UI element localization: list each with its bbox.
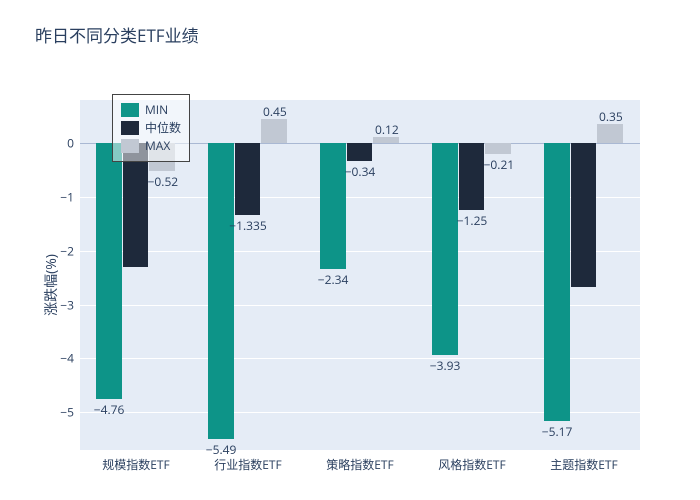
- xtick-label: 行业指数ETF: [214, 456, 281, 473]
- legend-swatch: [121, 103, 139, 117]
- ytick-label: −5: [60, 404, 74, 421]
- ytick-label: −3: [60, 296, 74, 313]
- ytick-label: −4: [60, 350, 74, 367]
- bar-value-label: −5.49: [206, 441, 237, 458]
- bar: [235, 143, 261, 215]
- chart-legend: MIN中位数MAX: [112, 94, 190, 162]
- bar: [459, 143, 485, 210]
- bar-value-label: −0.21: [484, 156, 515, 173]
- legend-swatch: [121, 139, 139, 153]
- legend-label: MAX: [145, 137, 170, 155]
- bar-value-label: −3.93: [430, 357, 461, 374]
- legend-swatch: [121, 121, 139, 135]
- bar: [597, 124, 623, 143]
- bar-value-label: −1.335: [229, 217, 266, 234]
- bar-value-label: −2.34: [318, 271, 349, 288]
- bar-value-label: −1.25: [457, 212, 488, 229]
- bar-value-label: 0.12: [375, 121, 399, 138]
- bar: [485, 143, 511, 154]
- legend-item[interactable]: 中位数: [121, 119, 181, 137]
- bar: [96, 143, 122, 399]
- bar-value-label: 0.35: [599, 108, 623, 125]
- bar-value-label: −0.52: [148, 173, 179, 190]
- bar: [571, 143, 597, 287]
- bar: [432, 143, 458, 355]
- xtick-label: 风格指数ETF: [438, 456, 505, 473]
- legend-label: MIN: [145, 101, 168, 119]
- bar-value-label: −4.76: [94, 401, 125, 418]
- xtick-label: 策略指数ETF: [326, 456, 393, 473]
- y-axis-title: 涨跌幅(%): [41, 254, 61, 316]
- legend-item[interactable]: MAX: [121, 137, 181, 155]
- bar-value-label: −0.34: [345, 163, 376, 180]
- bar: [208, 143, 234, 439]
- etf-performance-chart: 昨日不同分类ETF业绩 涨跌幅(%) 0 −1 −2 −3 −4 −5 规模指数ETF −4.…: [0, 0, 700, 500]
- xtick-label: 规模指数ETF: [102, 456, 169, 473]
- ytick-label: 0: [67, 135, 74, 152]
- bar-value-label: −5.17: [542, 423, 573, 440]
- legend-label: 中位数: [145, 119, 181, 137]
- legend-item[interactable]: MIN: [121, 101, 181, 119]
- bar: [544, 143, 570, 421]
- xtick-label: 主题指数ETF: [550, 456, 617, 473]
- bar-value-label: 0.45: [263, 103, 287, 120]
- ytick-label: −2: [60, 242, 74, 259]
- bar: [347, 143, 373, 161]
- bar: [320, 143, 346, 269]
- bar: [261, 119, 287, 143]
- chart-title: 昨日不同分类ETF业绩: [35, 22, 199, 47]
- ytick-label: −1: [60, 188, 74, 205]
